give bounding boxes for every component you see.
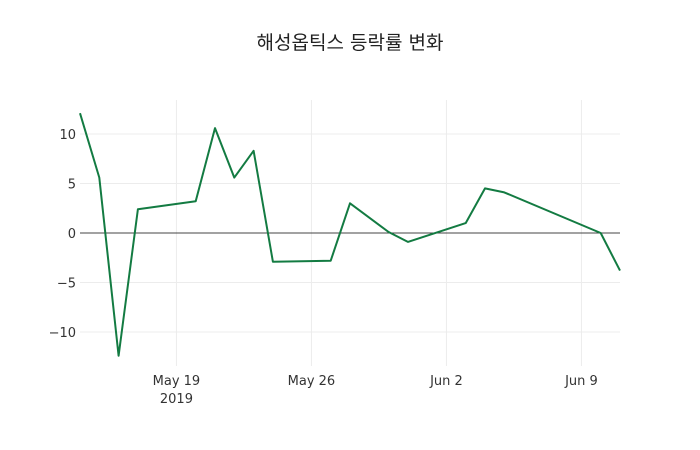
y-axis: −10 −5 0 5 10 [49, 128, 76, 341]
y-tick-label: 5 [68, 178, 76, 193]
x-tick-label: Jun 9 [564, 374, 598, 389]
x-tick-year-label: 2019 [160, 392, 193, 407]
y-tick-label: 10 [59, 128, 76, 143]
x-tick-label: May 19 [153, 374, 201, 389]
x-tick-label: May 26 [288, 374, 336, 389]
y-tick-label: −5 [57, 277, 76, 292]
y-tick-label: 0 [68, 227, 76, 242]
x-tick-label: Jun 2 [429, 374, 463, 389]
chart-title: 해성옵틱스 등락률 변화 [256, 32, 444, 54]
y-tick-label: −10 [49, 326, 76, 341]
x-axis: May 19 2019 May 26 Jun 2 Jun 9 [153, 374, 598, 407]
data-line [79, 112, 621, 357]
